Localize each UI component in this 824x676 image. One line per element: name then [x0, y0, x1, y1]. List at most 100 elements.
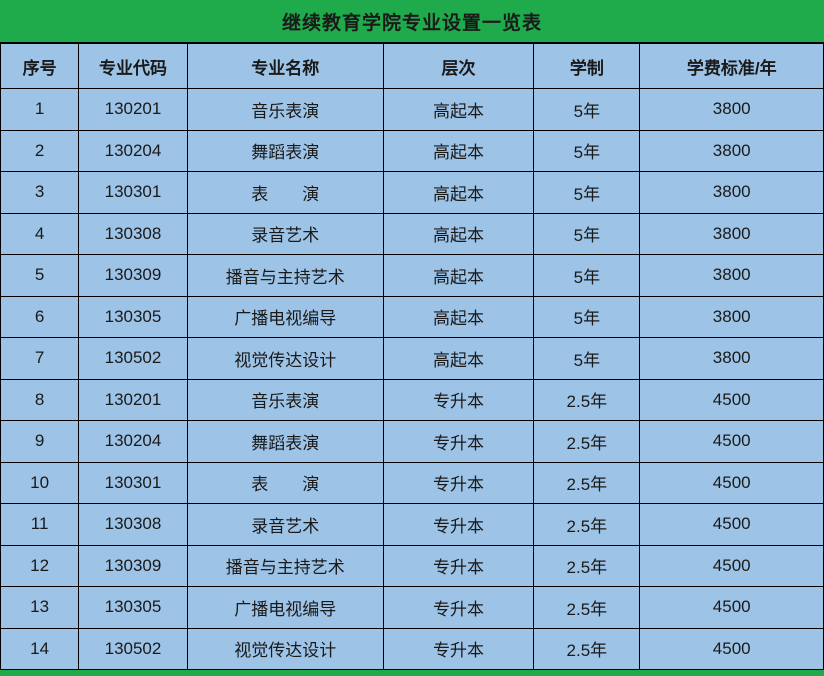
cell-major-code: 130502 [78, 627, 188, 670]
cell-index: 14 [0, 627, 80, 670]
cell-duration: 2.5年 [533, 461, 641, 504]
cell-major-code: 130204 [78, 129, 188, 172]
cell-index: 6 [0, 295, 80, 338]
cell-duration: 5年 [533, 295, 641, 338]
cell-level: 高起本 [382, 295, 535, 338]
cell-major-name: 音乐表演 [186, 88, 384, 131]
cell-duration: 5年 [533, 171, 641, 214]
cell-index: 1 [0, 88, 80, 131]
cell-major-code: 130308 [78, 212, 188, 255]
cell-index: 9 [0, 420, 80, 463]
cell-major-name: 录音艺术 [186, 503, 384, 546]
table-row: 13 130305 广播电视编导 专升本 2.5年 4500 [0, 586, 824, 629]
cell-duration: 5年 [533, 212, 641, 255]
cell-major-name: 广播电视编导 [186, 586, 384, 629]
cell-major-name: 音乐表演 [186, 378, 384, 421]
table-row: 9 130204 舞蹈表演 专升本 2.5年 4500 [0, 420, 824, 463]
cell-major-code: 130309 [78, 254, 188, 297]
cell-tuition: 3800 [639, 129, 824, 172]
cell-tuition: 4500 [639, 461, 824, 504]
cell-duration: 2.5年 [533, 420, 641, 463]
cell-duration: 2.5年 [533, 503, 641, 546]
cell-major-name: 表 演 [186, 171, 384, 214]
cell-index: 2 [0, 129, 80, 172]
cell-level: 高起本 [382, 212, 535, 255]
table-row: 6 130305 广播电视编导 高起本 5年 3800 [0, 295, 824, 338]
cell-duration: 5年 [533, 88, 641, 131]
cell-level: 高起本 [382, 337, 535, 380]
cell-duration: 2.5年 [533, 544, 641, 587]
cell-tuition: 4500 [639, 378, 824, 421]
table-row: 10 130301 表 演专升本 2.5年 4500 [0, 461, 824, 504]
table-row: 14 130502 视觉传达设计 专升本 2.5年 4500 [0, 627, 824, 670]
cell-tuition: 3800 [639, 88, 824, 131]
column-header-code: 专业代码 [78, 42, 188, 89]
cell-tuition: 3800 [639, 254, 824, 297]
cell-index: 5 [0, 254, 80, 297]
cell-tuition: 3800 [639, 295, 824, 338]
cell-tuition: 3800 [639, 212, 824, 255]
cell-index: 11 [0, 503, 80, 546]
cell-major-name: 视觉传达设计 [186, 627, 384, 670]
cell-major-code: 130301 [78, 461, 188, 504]
cell-tuition: 3800 [639, 171, 824, 214]
cell-duration: 5年 [533, 129, 641, 172]
cell-major-code: 130201 [78, 378, 188, 421]
title-row: 继续教育学院专业设置一览表 [0, 0, 824, 44]
cell-level: 专升本 [382, 461, 535, 504]
cell-index: 10 [0, 461, 80, 504]
column-header-tuition: 学费标准/年 [639, 42, 824, 89]
header-row: 序号 专业代码 专业名称 层次 学制 学费标准/年 [0, 42, 824, 89]
cell-major-code: 130201 [78, 88, 188, 131]
table-row: 2 130204 舞蹈表演 高起本 5年 3800 [0, 129, 824, 172]
cell-index: 8 [0, 378, 80, 421]
table-body: 1 130201 音乐表演 高起本 5年 3800 2 130204 舞蹈表演 高起本 5年 3800… [0, 88, 824, 670]
cell-tuition: 4500 [639, 503, 824, 546]
cell-major-name: 视觉传达设计 [186, 337, 384, 380]
table-row: 7 130502 视觉传达设计 高起本 5年 3800 [0, 337, 824, 380]
cell-tuition: 4500 [639, 627, 824, 670]
cell-level: 专升本 [382, 627, 535, 670]
cell-major-name: 录音艺术 [186, 212, 384, 255]
cell-level: 高起本 [382, 171, 535, 214]
cell-duration: 5年 [533, 337, 641, 380]
column-header-duration: 学制 [533, 42, 641, 89]
cell-tuition: 4500 [639, 544, 824, 587]
cell-major-name: 舞蹈表演 [186, 129, 384, 172]
cell-major-name: 播音与主持艺术 [186, 254, 384, 297]
cell-major-code: 130308 [78, 503, 188, 546]
table-row: 4 130308 录音艺术 高起本 5年 3800 [0, 212, 824, 255]
cell-duration: 2.5年 [533, 378, 641, 421]
table-row: 3 130301 表 演高起本 5年 3800 [0, 171, 824, 214]
cell-duration: 2.5年 [533, 627, 641, 670]
cell-major-code: 130305 [78, 295, 188, 338]
cell-major-name: 广播电视编导 [186, 295, 384, 338]
cell-index: 12 [0, 544, 80, 587]
cell-level: 专升本 [382, 378, 535, 421]
cell-major-code: 130305 [78, 586, 188, 629]
cell-level: 专升本 [382, 503, 535, 546]
table-row: 11 130308 录音艺术 专升本 2.5年 4500 [0, 503, 824, 546]
cell-major-code: 130502 [78, 337, 188, 380]
cell-level: 专升本 [382, 544, 535, 587]
table-row: 5 130309 播音与主持艺术 高起本 5年 3800 [0, 254, 824, 297]
cell-major-name: 播音与主持艺术 [186, 544, 384, 587]
cell-tuition: 3800 [639, 337, 824, 380]
column-header-level: 层次 [382, 42, 535, 89]
table-row: 1 130201 音乐表演 高起本 5年 3800 [0, 88, 824, 131]
cell-level: 高起本 [382, 129, 535, 172]
table-row: 8 130201 音乐表演 专升本 2.5年 4500 [0, 378, 824, 421]
cell-major-code: 130301 [78, 171, 188, 214]
cell-major-name: 表 演 [186, 461, 384, 504]
cell-tuition: 4500 [639, 586, 824, 629]
cell-index: 3 [0, 171, 80, 214]
cell-level: 专升本 [382, 420, 535, 463]
cell-level: 高起本 [382, 254, 535, 297]
cell-duration: 5年 [533, 254, 641, 297]
cell-index: 13 [0, 586, 80, 629]
cell-tuition: 4500 [639, 420, 824, 463]
cell-index: 4 [0, 212, 80, 255]
table-row: 12 130309 播音与主持艺术 专升本 2.5年 4500 [0, 544, 824, 587]
